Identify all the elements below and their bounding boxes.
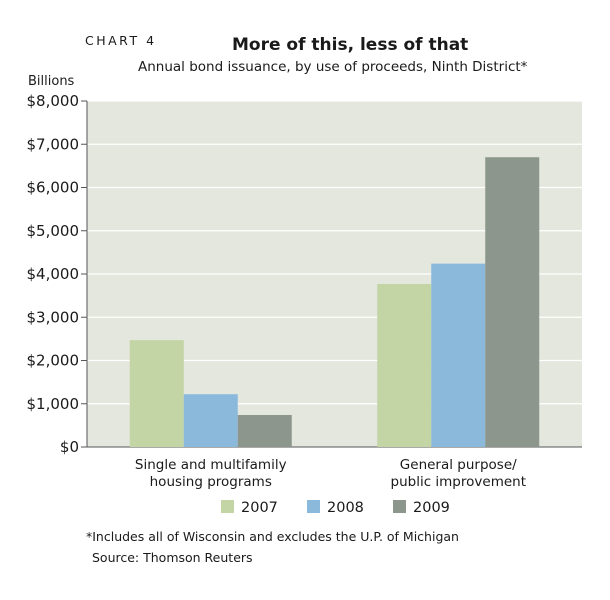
legend-swatch-2009 <box>393 500 406 513</box>
bar-2008 <box>183 394 238 447</box>
legend-label-2009: 2009 <box>413 500 450 516</box>
y-tick-label: $4,000 <box>27 265 80 283</box>
y-tick-label: $3,000 <box>27 308 80 326</box>
y-axis-unit-label: Billions <box>28 74 75 89</box>
source-note: Source: Thomson Reuters <box>92 550 253 565</box>
y-tick-label: $2,000 <box>27 352 80 370</box>
y-tick-label: $0 <box>60 438 79 456</box>
legend-label-2008: 2008 <box>327 500 364 516</box>
bar-2008 <box>431 263 486 447</box>
bar-2009 <box>237 414 292 447</box>
y-tick-label: $8,000 <box>27 92 80 110</box>
chart-title: More of this, less of that <box>232 35 469 55</box>
y-tick-label: $5,000 <box>27 222 80 240</box>
chart-subtitle: Annual bond issuance, by use of proceeds… <box>138 59 528 75</box>
legend-swatch-2007 <box>221 500 234 513</box>
x-category-label: housing programs <box>150 474 272 490</box>
y-tick-label: $6,000 <box>27 179 80 197</box>
bar-2009 <box>485 157 540 447</box>
x-category-label: public improvement <box>391 474 527 490</box>
chart-number: CHART 4 <box>85 33 157 48</box>
bar-2007 <box>129 340 184 447</box>
y-tick-label: $1,000 <box>27 395 80 413</box>
x-category-label: Single and multifamily <box>135 457 287 473</box>
footnote: *Includes all of Wisconsin and excludes … <box>86 529 459 544</box>
bar-2007 <box>377 283 432 447</box>
legend-label-2007: 2007 <box>241 500 278 516</box>
x-category-label: General purpose/ <box>400 457 517 473</box>
y-tick-label: $7,000 <box>27 135 80 153</box>
legend-swatch-2008 <box>307 500 320 513</box>
